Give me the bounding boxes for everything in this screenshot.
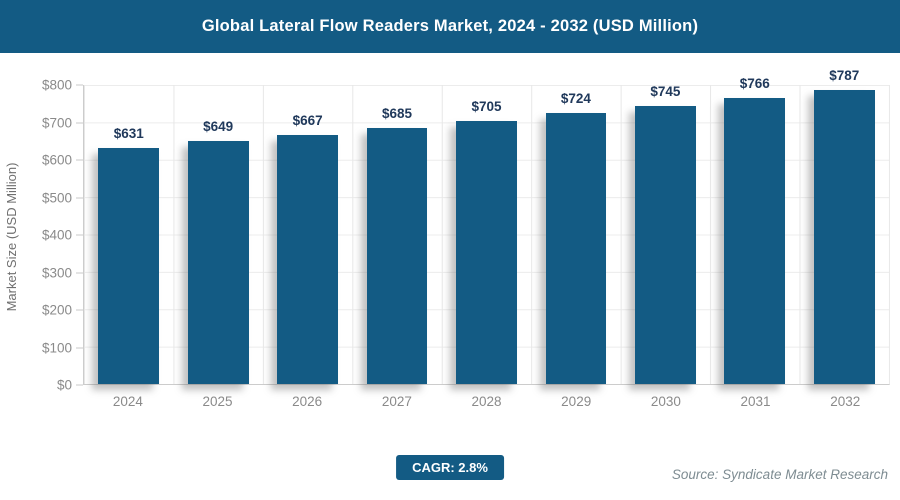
y-tick: $700	[42, 115, 83, 130]
y-tick-mark	[76, 309, 83, 311]
bar-value-label: $766	[739, 75, 770, 91]
bar-2031: $766	[724, 76, 786, 384]
x-axis: 2024 2025 2026 2027 2028 2029 2030 2031 2032	[83, 394, 890, 409]
bar-2029: $724	[545, 91, 607, 384]
y-tick-label: $100	[41, 340, 72, 355]
y-tick: $100	[42, 340, 83, 355]
x-tick-label: 2026	[292, 394, 323, 409]
x-tick-label: 2029	[561, 394, 592, 409]
bar-value-label: $705	[471, 98, 502, 114]
bar-2026: $667	[277, 113, 338, 384]
bar-column-2027: $685	[352, 85, 441, 384]
bar-value-label: $745	[650, 83, 681, 99]
x-tick-label: 2032	[830, 394, 861, 409]
y-tick-label: $600	[41, 152, 72, 168]
bar-2028: $705	[456, 99, 517, 384]
y-tick: $800	[42, 78, 83, 93]
y-tick-mark	[76, 234, 83, 236]
source-attribution: Source: Syndicate Market Research	[671, 467, 888, 482]
y-tick-mark	[76, 84, 83, 86]
y-tick-label: $0	[56, 377, 72, 393]
y-tick-label: $700	[41, 115, 72, 130]
x-tick-label: 2027	[381, 394, 412, 409]
bar-column-2032: $787	[800, 68, 889, 384]
y-tick-mark	[76, 384, 83, 386]
bar-2025: $649	[187, 119, 249, 384]
y-tick-mark	[76, 159, 83, 161]
bar-series: $631 $649 $667 $685 $705 $724 $745 $766 $787	[84, 68, 889, 384]
y-tick: $400	[42, 228, 83, 243]
bar-2027: $685	[366, 106, 428, 384]
y-tick: $500	[42, 190, 83, 205]
bar-column-2026: $667	[263, 85, 352, 384]
y-tick: $200	[42, 303, 83, 318]
plot-area: $631 $649 $667 $685 $705 $724 $745 $766 $787	[83, 68, 890, 385]
y-tick-label: $800	[41, 77, 72, 93]
x-tick-label: 2031	[740, 394, 771, 409]
bar-value-label: $685	[382, 105, 413, 121]
bar-column-2030: $745	[621, 84, 710, 384]
bar-column-2028: $705	[442, 85, 531, 384]
y-tick-label: $200	[41, 302, 72, 318]
x-tick-label: 2024	[112, 394, 143, 409]
bar-value-label: $667	[292, 112, 323, 128]
bar-value-label: $631	[113, 126, 144, 142]
bar-value-label: $649	[203, 119, 234, 135]
y-tick-label: $300	[41, 265, 72, 280]
y-tick-mark	[76, 197, 83, 198]
chart-title-bar: Global Lateral Flow Readers Market, 2024…	[0, 0, 900, 53]
bar-column-2029: $724	[531, 85, 620, 384]
bar-2032: $787	[813, 68, 875, 384]
cagr-badge: CAGR: 2.8%	[396, 455, 504, 480]
chart-title: Global Lateral Flow Readers Market, 2024…	[201, 17, 699, 35]
y-tick-mark	[76, 122, 83, 123]
bar-2024: $631	[98, 126, 160, 384]
x-tick-label: 2025	[202, 394, 233, 409]
y-axis: $0 $100 $200 $300 $400 $500 $600 $700 $800	[0, 78, 83, 393]
y-tick: $300	[42, 265, 83, 280]
y-tick-mark	[76, 347, 83, 348]
bar-column-2025: $649	[173, 85, 262, 384]
y-tick: $600	[42, 153, 83, 168]
bar-value-label: $787	[829, 67, 860, 83]
y-tick-label: $500	[41, 190, 72, 205]
y-tick: $0	[57, 378, 83, 393]
bar-value-label: $724	[560, 91, 591, 107]
y-tick-mark	[76, 272, 83, 273]
bar-2030: $745	[634, 84, 696, 384]
x-tick-label: 2028	[471, 394, 502, 409]
bar-column-2024: $631	[84, 85, 173, 384]
bar-column-2031: $766	[710, 76, 799, 384]
x-tick-label: 2030	[650, 394, 681, 409]
y-tick-label: $400	[41, 227, 72, 243]
